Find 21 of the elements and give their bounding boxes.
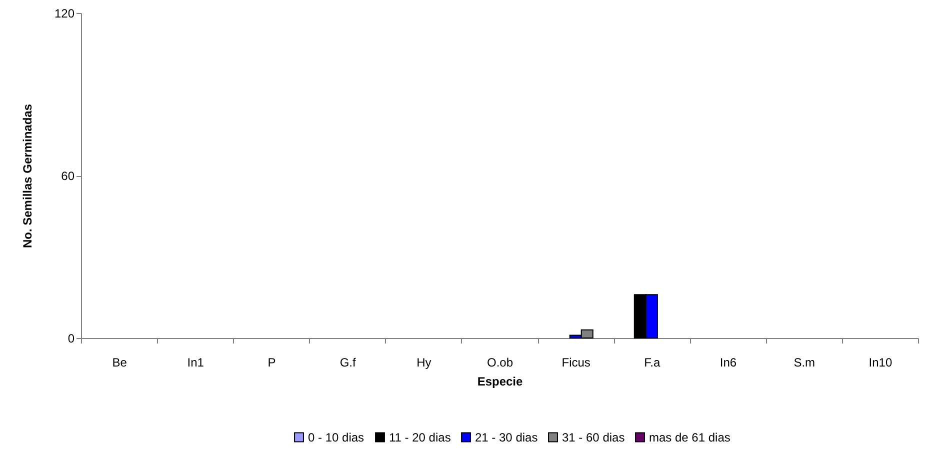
legend-label: 21 - 30 dias (475, 430, 538, 444)
x-tick-label: Ficus (562, 356, 590, 370)
legend-label: 0 - 10 dias (308, 430, 364, 444)
x-tick-label: In1 (187, 356, 204, 370)
legend-label: 31 - 60 dias (562, 430, 625, 444)
x-tick-label: F.a (644, 356, 661, 370)
x-axis-title: Especie (477, 374, 523, 388)
legend-label: 11 - 20 dias (389, 430, 451, 444)
x-tick-label: O.ob (486, 356, 514, 370)
x-tick-label: G.f (340, 356, 356, 370)
legend-label: mas de 61 dias (649, 430, 730, 444)
y-tick-label: 0 (68, 332, 75, 346)
x-tick-label: P (268, 356, 276, 370)
x-tick-label: In6 (720, 356, 737, 370)
x-tick-label: Hy (416, 356, 432, 370)
y-tick-label: 60 (61, 169, 75, 183)
y-tick-label: 120 (54, 6, 75, 20)
y-axis-title: No. Semillas Germinadas (20, 104, 34, 248)
x-tick-label: In10 (868, 356, 892, 370)
x-tick-label: S.m (794, 356, 816, 370)
x-tick-label: Be (112, 356, 128, 370)
